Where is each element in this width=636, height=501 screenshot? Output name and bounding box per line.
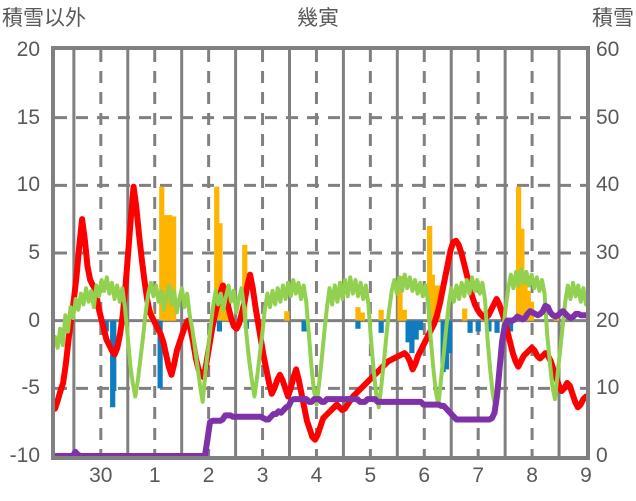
y-axis-tick-right: 20 — [596, 308, 620, 332]
plot-area — [51, 46, 590, 460]
x-axis-tick: 1 — [148, 464, 161, 487]
y-axis-tick-left: 0 — [28, 308, 40, 332]
x-axis-tick: 8 — [526, 464, 538, 487]
bar — [417, 320, 424, 331]
bar — [214, 186, 220, 321]
bar — [507, 320, 514, 332]
bar — [103, 320, 109, 332]
bar — [409, 320, 415, 354]
y-axis-tick-left: -10 — [9, 444, 40, 467]
x-axis-tick: 7 — [472, 464, 485, 487]
bar — [378, 320, 384, 333]
bar — [429, 274, 435, 321]
x-axis-tick: 2 — [202, 464, 215, 487]
bar — [217, 223, 223, 321]
bar — [427, 225, 433, 321]
line-series-red — [55, 183, 586, 443]
x-axis-tick: 4 — [310, 464, 323, 487]
y-axis-tick-left: 20 — [16, 38, 40, 61]
y-axis-tick-left: 10 — [16, 173, 40, 197]
bar — [157, 320, 163, 389]
y-axis-tick-left: 5 — [28, 241, 40, 264]
y-axis-tick-left: 15 — [16, 105, 40, 129]
x-axis-tick: 6 — [418, 464, 431, 487]
y-axis-tick-left: -5 — [21, 376, 40, 400]
bar — [359, 312, 365, 321]
chart-canvas — [55, 50, 586, 456]
bar — [355, 307, 361, 321]
bar — [494, 320, 500, 333]
bar — [397, 276, 403, 321]
x-axis-tick: 9 — [580, 464, 592, 487]
bar — [163, 215, 169, 321]
bar — [486, 320, 492, 332]
bar — [516, 186, 522, 321]
right-axis-title: 積雪 — [592, 7, 634, 30]
bar — [467, 320, 473, 333]
bar — [432, 285, 438, 321]
bar — [355, 320, 361, 329]
y-axis-tick-right: 0 — [596, 444, 608, 467]
y-axis-tick-right: 30 — [596, 241, 620, 264]
x-axis-tick: 5 — [364, 464, 377, 487]
bar — [525, 290, 531, 321]
y-axis-tick-right: 60 — [596, 38, 620, 61]
x-axis-tick: 3 — [256, 464, 269, 487]
bar — [171, 216, 177, 321]
y-axis-tick-right: 50 — [596, 105, 620, 129]
x-axis-tick: 30 — [89, 464, 113, 487]
plot-inner — [55, 50, 586, 456]
line-series-purple — [55, 302, 586, 456]
y-axis-tick-right: 40 — [596, 173, 620, 197]
chart-title: 幾寅 — [297, 7, 339, 30]
bar — [413, 320, 419, 340]
bar — [405, 320, 411, 343]
bar — [167, 215, 173, 321]
bar — [301, 320, 307, 332]
bar — [462, 308, 468, 321]
left-axis-title: 積雪以外 — [2, 7, 86, 30]
bar — [401, 309, 407, 321]
bar — [447, 320, 453, 354]
bar — [378, 309, 384, 321]
bar — [475, 320, 481, 332]
bar — [522, 277, 528, 321]
bar — [159, 186, 165, 321]
bar — [242, 244, 248, 321]
y-axis-tick-right: 10 — [596, 376, 620, 400]
bar — [216, 320, 223, 332]
bar — [284, 311, 290, 321]
